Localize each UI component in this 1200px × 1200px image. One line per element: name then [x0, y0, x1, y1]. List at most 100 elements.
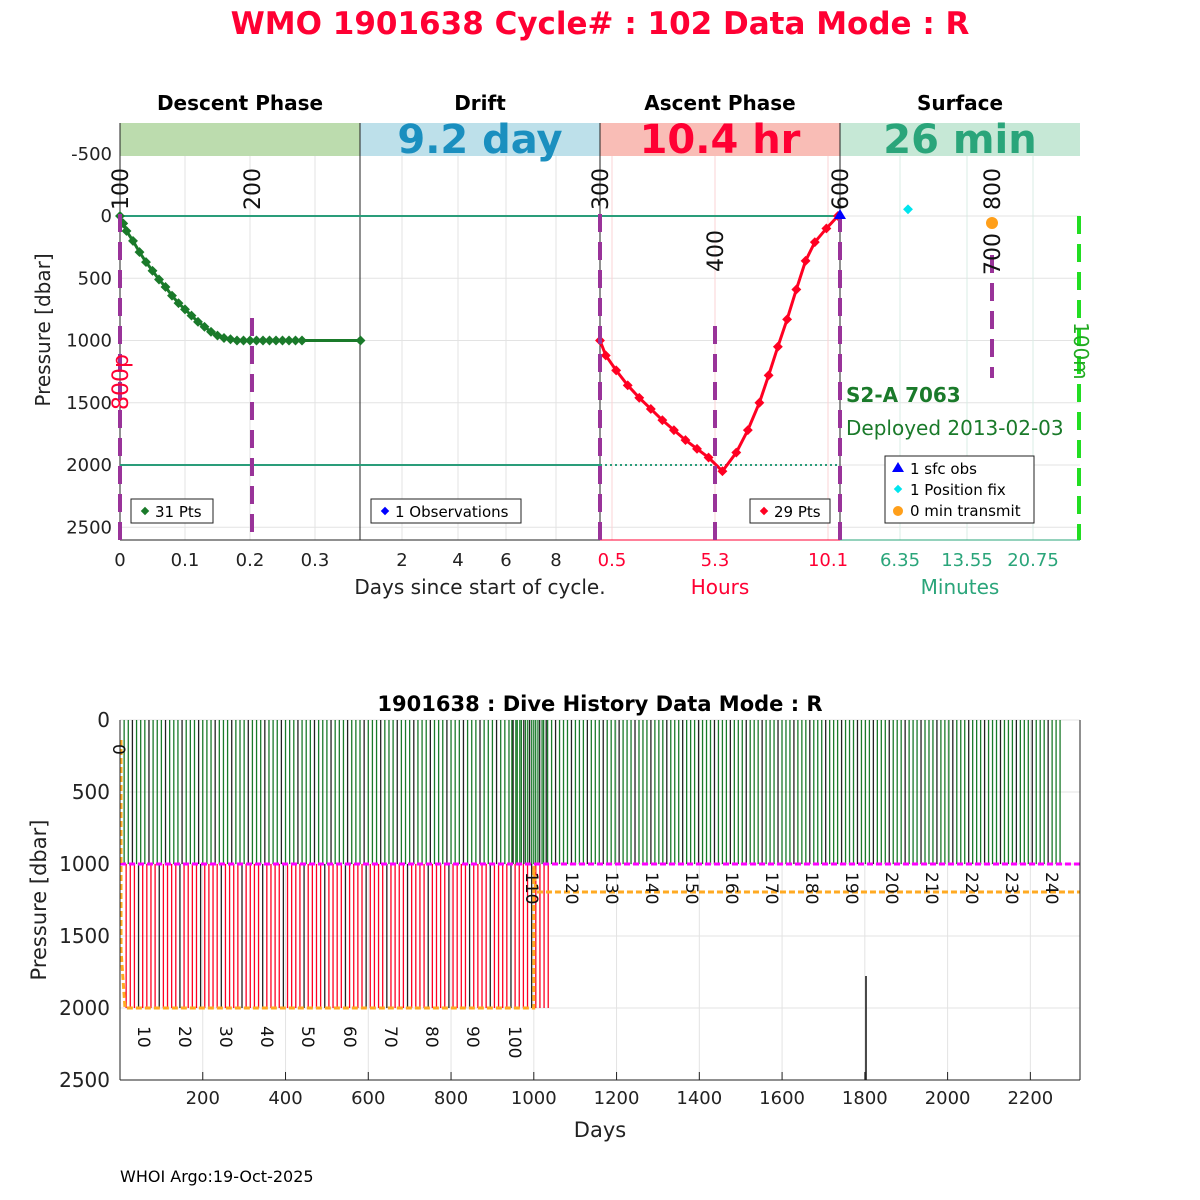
cycle-number-label: 40	[256, 1026, 276, 1048]
descent-point	[193, 316, 203, 327]
phase-band	[120, 123, 360, 156]
descent-point	[290, 335, 301, 346]
marker-label: 300	[589, 168, 614, 210]
phase-duration: 26 min	[883, 117, 1036, 163]
hours-label: Hours	[691, 575, 750, 599]
x-tick-label: 0.2	[236, 550, 265, 571]
x-tick-label: 0.5	[598, 550, 627, 571]
descent-point	[134, 247, 145, 258]
descent-point	[264, 335, 275, 346]
cycle-number-label: 90	[462, 1026, 482, 1048]
surface-legend-label: 0 min transmit	[910, 502, 1021, 520]
phase-duration: 10.4 hr	[640, 117, 801, 163]
ascent-point	[668, 425, 679, 436]
cycle-number-label: 190	[841, 872, 861, 904]
x-tick-label: 200	[186, 1088, 220, 1109]
descent-point	[284, 335, 294, 346]
ascent-point	[611, 365, 622, 376]
cycle-number-label: 180	[801, 872, 821, 904]
ascent-point	[809, 237, 820, 248]
descent-point	[225, 334, 236, 345]
phase-band	[360, 123, 600, 156]
descent-point	[258, 335, 268, 346]
x-tick-label: 0	[114, 550, 125, 571]
dive-history-chart: 1901638 : Dive History Data Mode : R0500…	[27, 692, 1081, 1142]
phase-title: Descent Phase	[157, 91, 323, 115]
ascent-point	[622, 380, 633, 391]
x-tick-label: 20.75	[1007, 550, 1059, 571]
cycle-number-label: 200	[881, 872, 901, 904]
descent-point	[271, 335, 281, 346]
descent-point	[297, 335, 307, 346]
ascent-point	[600, 350, 611, 361]
y-tick-label: 2500	[66, 517, 112, 538]
cycle-number-label: 20	[174, 1026, 194, 1048]
y-tick-label: 1500	[66, 393, 112, 414]
y-tick-label: 2000	[66, 455, 112, 476]
deployed-date-label: Deployed 2013-02-03	[846, 416, 1064, 440]
cycle-number-label: 230	[1001, 872, 1021, 904]
green-side-label: 100m	[1069, 322, 1093, 380]
ascent-point	[800, 255, 811, 266]
x-tick-label: 600	[351, 1088, 385, 1109]
y-tick-label: 1000	[59, 852, 110, 876]
x-tick-label: 10.1	[808, 550, 848, 571]
x-tick-label: 1200	[594, 1088, 640, 1109]
x-tick-label: 2200	[1007, 1088, 1053, 1109]
x-tick-label: 4	[452, 550, 463, 571]
descent-point	[121, 225, 132, 236]
cycle-number-label: 220	[961, 872, 981, 904]
y-axis-label: Pressure [dbar]	[27, 820, 51, 981]
ascent-point	[791, 284, 802, 295]
descent-point	[206, 326, 216, 337]
y-tick-label: 2000	[59, 996, 110, 1020]
x-tick-label: 2000	[925, 1088, 971, 1109]
x-tick-label: 8	[550, 550, 561, 571]
legend-label: 29 Pts	[774, 503, 821, 521]
x-tick-label: 6.35	[880, 550, 920, 571]
cycle-number-label: 60	[339, 1026, 359, 1048]
descent-point	[160, 282, 171, 292]
x-tick-label: 1400	[676, 1088, 722, 1109]
y-tick-label: 2500	[59, 1068, 110, 1092]
ascent-point	[703, 452, 714, 463]
descent-point	[167, 290, 177, 301]
descent-point	[180, 304, 190, 315]
ascent-point	[717, 466, 728, 477]
cycle-number-label: 140	[641, 872, 661, 904]
cycle-number-label: 0	[108, 744, 128, 755]
ascent-point	[680, 435, 691, 446]
ascent-point	[754, 397, 765, 408]
cycle-number-label: 120	[561, 872, 581, 904]
x-tick-label: 1000	[511, 1088, 557, 1109]
y-tick-label: 1500	[59, 924, 110, 948]
phase-title: Ascent Phase	[644, 91, 795, 115]
descent-point	[147, 265, 158, 276]
marker-label: 800	[981, 168, 1006, 210]
descent-point	[199, 321, 210, 332]
cycle-number-label: 10	[133, 1026, 153, 1048]
cycle-number-label: 50	[297, 1026, 317, 1048]
ascent-point	[782, 314, 793, 325]
descent-point	[355, 335, 366, 346]
cycle-number-label: 170	[761, 872, 781, 904]
y-tick-label: 500	[72, 780, 110, 804]
ascent-point	[657, 415, 668, 426]
surface-legend-box	[884, 455, 1035, 524]
descent-point	[128, 235, 138, 246]
float-type-label: S2-A 7063	[846, 383, 961, 407]
legend-triangle-icon	[892, 462, 904, 472]
x-axis-label: Days	[574, 1118, 626, 1142]
ascent-point	[731, 447, 742, 458]
figure-title: WMO 1901638 Cycle# : 102 Data Mode : R	[231, 6, 970, 42]
cycle-number-label: 80	[421, 1026, 441, 1048]
legend-marker	[759, 506, 769, 516]
surface-legend-label: 1 Position fix	[910, 481, 1006, 499]
phase-title: Surface	[917, 91, 1003, 115]
x-tick-label: 800	[434, 1088, 468, 1109]
transmit-point	[986, 217, 998, 229]
descent-point	[238, 335, 249, 346]
